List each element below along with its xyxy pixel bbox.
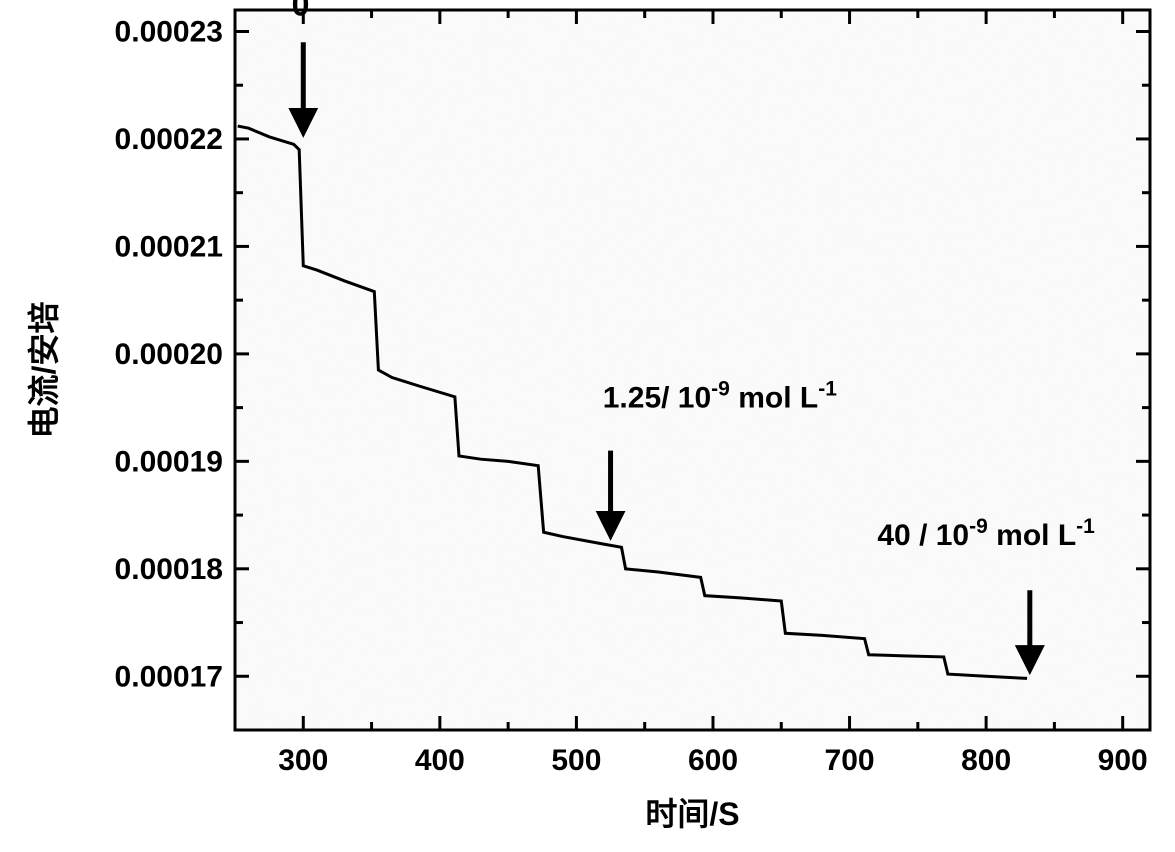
x-tick-label: 800 — [961, 744, 1011, 777]
y-tick-label: 0.00019 — [115, 445, 223, 478]
y-tick-label: 0.00021 — [115, 230, 223, 263]
annotation-text: 0 — [292, 0, 310, 22]
y-tick-label: 0.00023 — [115, 15, 223, 48]
x-tick-label: 700 — [825, 744, 875, 777]
y-axis-label: 电流/安培 — [26, 302, 62, 439]
x-tick-label: 300 — [278, 744, 328, 777]
x-axis-label: 时间/S — [645, 796, 739, 832]
x-tick-label: 500 — [551, 744, 601, 777]
y-tick-label: 0.00017 — [115, 660, 223, 693]
y-tick-label: 0.00018 — [115, 553, 223, 586]
x-tick-label: 900 — [1098, 744, 1148, 777]
y-tick-label: 0.00022 — [115, 123, 223, 156]
x-tick-label: 400 — [415, 744, 465, 777]
y-tick-label: 0.00020 — [115, 338, 223, 371]
chart-container: 300 400 500 600 700 800 900 0.00017 0.00018 0.000… — [0, 0, 1175, 852]
x-tick-label: 600 — [688, 744, 738, 777]
chart-svg: 300 400 500 600 700 800 900 0.00017 0.00018 0.000… — [0, 0, 1175, 852]
